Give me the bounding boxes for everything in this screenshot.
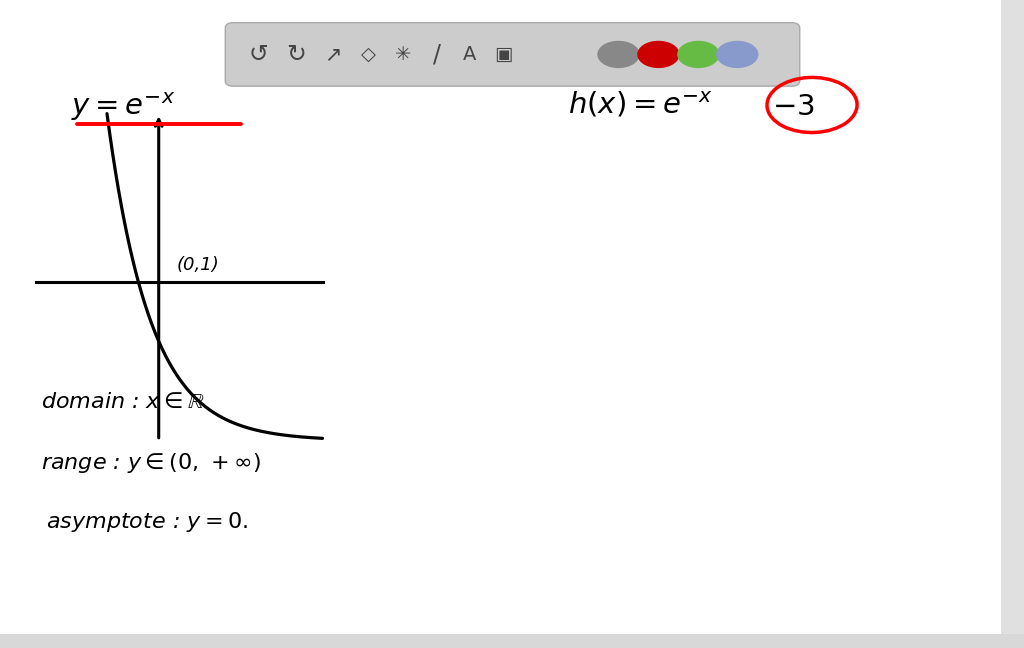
Text: domain : $x\in\mathbb{R}$: domain : $x\in\mathbb{R}$ <box>41 392 205 411</box>
Text: ▣: ▣ <box>495 45 513 64</box>
Text: ↻: ↻ <box>286 42 306 67</box>
Text: ↺: ↺ <box>248 42 268 67</box>
Text: range : $y\in(0,\,+\infty)$: range : $y\in(0,\,+\infty)$ <box>41 451 261 476</box>
Bar <box>1001 0 1024 634</box>
Text: (0,1): (0,1) <box>176 256 219 274</box>
Circle shape <box>717 41 758 67</box>
Text: $h(x) = e^{-x}$: $h(x) = e^{-x}$ <box>568 90 713 120</box>
Text: asymptote : $y = 0.$: asymptote : $y = 0.$ <box>46 509 248 534</box>
Bar <box>0 634 1024 648</box>
FancyBboxPatch shape <box>225 23 800 86</box>
Text: ✳: ✳ <box>395 45 412 64</box>
Circle shape <box>638 41 679 67</box>
Text: /: / <box>433 42 441 67</box>
Circle shape <box>598 41 639 67</box>
Text: ↗: ↗ <box>324 45 342 64</box>
Text: A: A <box>463 45 477 64</box>
Text: ◇: ◇ <box>361 45 376 64</box>
Text: $y = e^{-x}$: $y = e^{-x}$ <box>71 91 175 123</box>
Text: $- 3$: $- 3$ <box>772 93 815 121</box>
Circle shape <box>678 41 719 67</box>
